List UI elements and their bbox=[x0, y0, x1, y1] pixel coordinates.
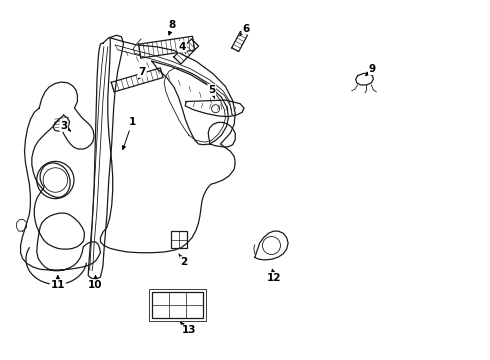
Text: 9: 9 bbox=[366, 64, 376, 76]
Text: 5: 5 bbox=[208, 85, 215, 99]
Text: 12: 12 bbox=[267, 269, 282, 283]
Text: 10: 10 bbox=[88, 276, 103, 290]
Text: 8: 8 bbox=[169, 20, 176, 35]
Text: 2: 2 bbox=[179, 254, 187, 267]
Text: 6: 6 bbox=[240, 24, 249, 36]
Text: 3: 3 bbox=[60, 121, 71, 131]
Text: 1: 1 bbox=[122, 117, 136, 149]
Bar bbox=[171, 231, 187, 248]
Bar bbox=[152, 292, 203, 318]
Text: 7: 7 bbox=[138, 67, 146, 79]
Bar bbox=[149, 289, 206, 320]
Text: 4: 4 bbox=[178, 42, 186, 53]
Text: 13: 13 bbox=[180, 322, 196, 336]
Text: 11: 11 bbox=[50, 276, 65, 290]
